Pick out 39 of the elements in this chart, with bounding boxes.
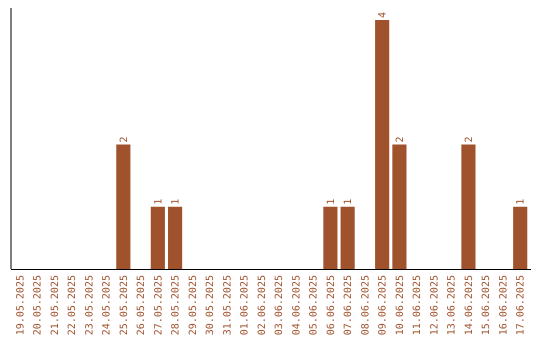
x-tick-label: 29.05.2025 xyxy=(188,275,199,336)
x-tick-label: 09.06.2025 xyxy=(378,275,389,336)
x-tick-label: 01.06.2025 xyxy=(240,275,251,336)
data-label: 2 xyxy=(118,136,130,142)
data-label: 1 xyxy=(153,198,164,205)
data-label: 1 xyxy=(516,198,527,205)
x-tick-label: 20.05.2025 xyxy=(32,275,44,336)
x-tick-label: 15.06.2025 xyxy=(481,275,492,336)
x-tick-label: 30.05.2025 xyxy=(205,275,216,336)
x-tick-label: 04.06.2025 xyxy=(291,275,302,336)
x-tick-label: 06.06.2025 xyxy=(326,275,337,336)
x-tick-label: 17.06.2025 xyxy=(516,275,527,336)
x-tick-label: 07.06.2025 xyxy=(343,275,354,336)
x-tick-label: 27.05.2025 xyxy=(153,275,164,336)
x-tick-label: 03.06.2025 xyxy=(274,275,286,336)
data-label: 1 xyxy=(170,198,182,205)
x-tick-label: 11.06.2025 xyxy=(412,275,424,336)
x-tick-label: 10.06.2025 xyxy=(394,275,406,336)
x-tick-label: 16.06.2025 xyxy=(498,275,510,336)
x-tick-label: 23.05.2025 xyxy=(84,275,96,336)
x-tick-label: 13.06.2025 xyxy=(446,275,458,336)
data-label: 2 xyxy=(394,136,406,142)
x-tick-label: 31.05.2025 xyxy=(222,275,234,336)
x-tick-label: 24.05.2025 xyxy=(102,275,113,336)
data-label: 1 xyxy=(326,198,337,205)
x-tick-label: 25.05.2025 xyxy=(118,275,130,336)
x-tick-label: 14.06.2025 xyxy=(464,275,475,336)
x-tick-label: 26.05.2025 xyxy=(136,275,148,336)
x-tick-label: 28.05.2025 xyxy=(170,275,182,336)
data-label: 1 xyxy=(343,198,354,205)
x-tick-label: 12.06.2025 xyxy=(429,275,440,336)
x-tick-label: 05.06.2025 xyxy=(308,275,320,336)
x-tick-label: 22.05.2025 xyxy=(67,275,78,336)
x-tick-label: 21.05.2025 xyxy=(50,275,61,336)
x-tick-label: 08.06.2025 xyxy=(360,275,372,336)
x-tick-label: 02.06.2025 xyxy=(256,275,268,336)
data-label: 2 xyxy=(464,136,475,142)
data-label: 4 xyxy=(378,12,389,18)
x-tick-label: 19.05.2025 xyxy=(15,275,26,336)
